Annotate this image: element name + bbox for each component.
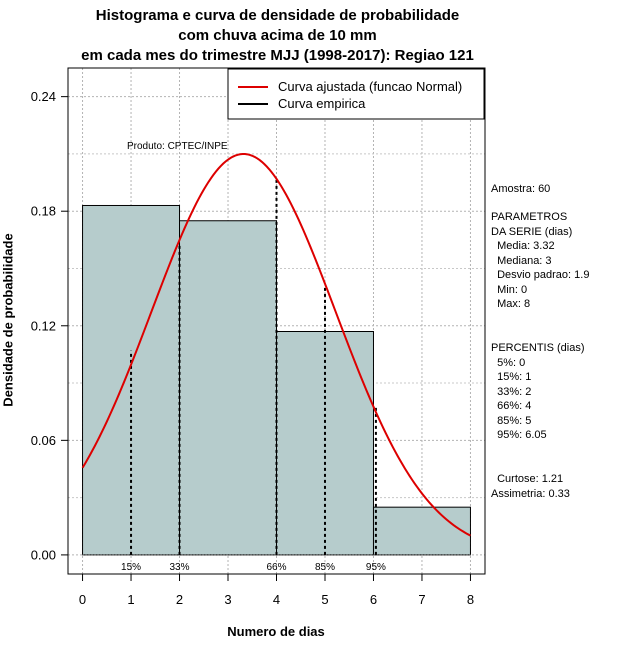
- x-tick-label-3: 3: [224, 592, 231, 607]
- histogram-bar-2: [276, 331, 374, 556]
- x-tick-label-4: 4: [273, 592, 280, 607]
- histogram-bar-3: [372, 506, 471, 556]
- y-tick-label-0: 0.00: [31, 547, 56, 562]
- chart-title-line-1: Histograma e curva de densidade de proba…: [95, 7, 460, 24]
- y-tick-label-1: 0.06: [31, 433, 56, 448]
- percentile-label-3: 85%: [315, 562, 335, 573]
- x-tick-label-7: 7: [418, 592, 425, 607]
- percentile-label-2: 66%: [266, 562, 286, 573]
- x-tick-label-5: 5: [321, 592, 328, 607]
- y-axis-label: Densidade de probabilidade: [0, 233, 16, 407]
- x-tick-label-1: 1: [127, 592, 134, 607]
- chart-title-line-3: em cada mes do trimestre MJJ (1998-2017)…: [81, 47, 474, 64]
- percentiles: PERCENTIS (dias) 5%: 0 15%: 1 33%: 2 66%…: [491, 342, 585, 441]
- shape-statistics: Curtose: 1.21 Assimetria: 0.33: [491, 473, 570, 500]
- percentile-lines: 15% 33% 66% 85% 95%: [121, 176, 386, 573]
- percentile-label-4: 95%: [366, 562, 386, 573]
- fitted-normal-curve: [81, 152, 471, 537]
- x-tick-label-0: 0: [79, 592, 86, 607]
- legend-fitted-curve-label: Curva ajustada (funcao Normal): [278, 79, 462, 94]
- product-annotation: Produto: CPTEC/INPE: [127, 141, 228, 152]
- series-parameters: PARAMETROS DA SERIE (dias) Media: 3.32 M…: [491, 211, 590, 310]
- percentile-label-0: 15%: [121, 562, 141, 573]
- legend-empirical-curve-label: Curva empirica: [278, 96, 366, 111]
- y-tick-label-4: 0.24: [31, 89, 56, 104]
- legend: Curva ajustada (funcao Normal) Curva emp…: [227, 68, 485, 120]
- y-tick-label-3: 0.18: [31, 204, 56, 219]
- chart-title-line-2: com chuva acima de 10 mm: [178, 27, 377, 44]
- sample-size: Amostra: 60: [491, 183, 551, 195]
- x-tick-label-8: 8: [467, 592, 474, 607]
- x-tick-label-6: 6: [370, 592, 377, 607]
- legend-box: [227, 68, 485, 120]
- percentile-label-1: 33%: [170, 562, 190, 573]
- y-axis: 0.00 0.06 0.12 0.18 0.24: [31, 89, 69, 562]
- histogram-bar-1: [179, 220, 277, 556]
- y-tick-label-2: 0.12: [31, 318, 56, 333]
- x-tick-label-2: 2: [176, 592, 183, 607]
- x-axis-label: Numero de dias: [227, 624, 325, 639]
- x-axis: 0 1 2 3 4 5 6 7 8: [79, 573, 474, 607]
